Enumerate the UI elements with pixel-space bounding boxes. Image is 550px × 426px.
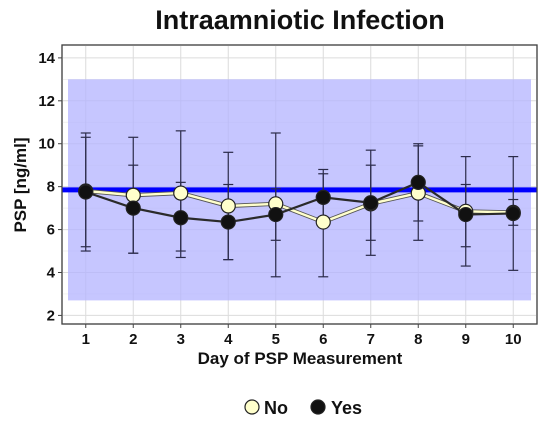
data-point-yes (315, 189, 331, 205)
series-line-no (85, 189, 514, 224)
data-point-yes (363, 195, 379, 211)
x-tick-label: 10 (505, 331, 522, 348)
data-point-no (173, 185, 189, 201)
x-tick-label: 8 (414, 331, 422, 348)
x-tick-label: 7 (367, 331, 375, 348)
data-point-yes (78, 184, 94, 200)
x-tick-label: 3 (177, 331, 185, 348)
y-axis-label: PSP [ng/ml] (11, 137, 30, 232)
y-tick-label: 6 (47, 222, 55, 239)
data-point-yes (125, 200, 141, 216)
y-tick-label: 12 (38, 93, 55, 110)
x-tick-label: 6 (319, 331, 327, 348)
data-point-no (125, 187, 141, 203)
y-axis-ticks: 2 4 6 8 10 12 14 (38, 50, 62, 324)
x-axis-label: Day of PSP Measurement (198, 349, 403, 368)
series-lines (85, 181, 514, 225)
data-point-yes (173, 210, 189, 226)
x-tick-label: 2 (129, 331, 137, 348)
data-point-no (315, 214, 331, 230)
data-point-yes (410, 174, 426, 190)
legend-marker-yes (310, 399, 326, 415)
data-point-yes (458, 206, 474, 223)
legend-marker-no (244, 399, 260, 415)
y-tick-label: 8 (47, 179, 55, 196)
x-tick-label: 9 (462, 331, 470, 348)
y-tick-label: 2 (47, 307, 55, 324)
chart-title: Intraamniotic Infection (155, 5, 445, 35)
data-point-yes (505, 205, 521, 222)
y-tick-label: 14 (38, 50, 55, 67)
y-tick-label: 10 (38, 136, 55, 153)
legend-label-no: No (264, 398, 288, 418)
series-points (78, 174, 521, 230)
data-point-yes (220, 214, 236, 230)
x-axis-ticks: 1 2 3 4 5 6 7 8 9 10 (82, 324, 522, 348)
series-line-yes (85, 181, 514, 224)
x-tick-label: 5 (272, 331, 280, 348)
data-point-yes (268, 206, 284, 223)
plot-border (61, 44, 538, 325)
x-tick-label: 1 (82, 331, 90, 348)
legend: No Yes (244, 398, 362, 418)
data-point-no (220, 198, 236, 214)
legend-label-yes: Yes (331, 398, 362, 418)
y-tick-label: 4 (47, 264, 56, 281)
x-tick-label: 4 (224, 331, 233, 348)
